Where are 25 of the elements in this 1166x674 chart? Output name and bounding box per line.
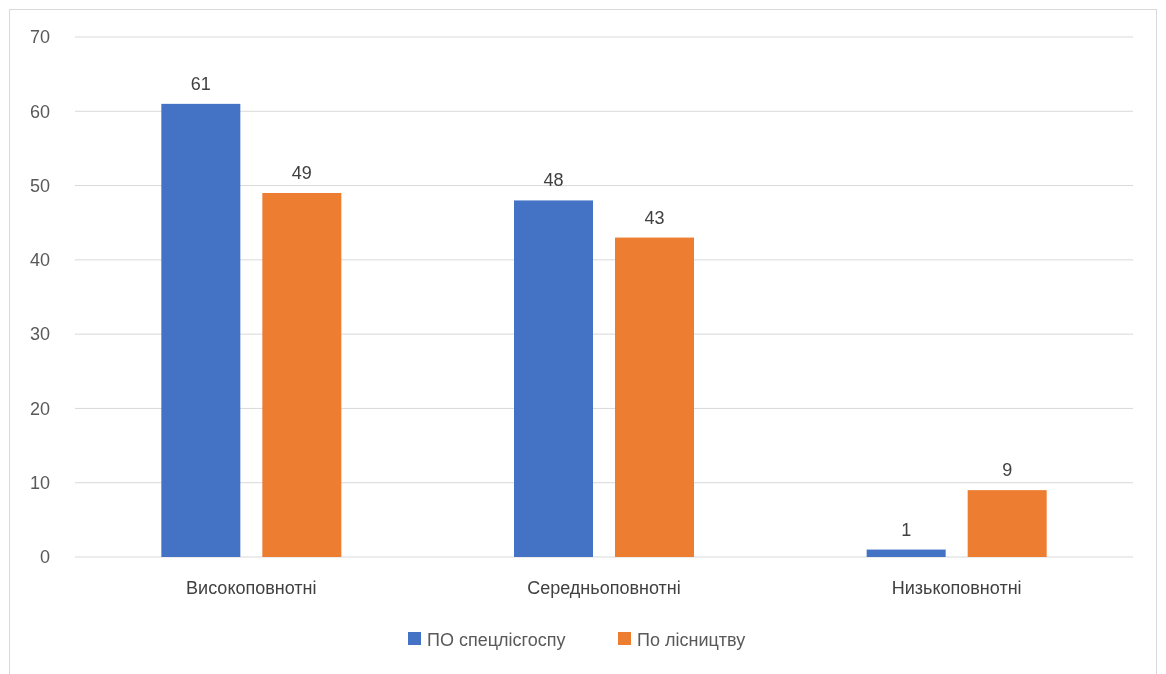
y-tick-label: 0 [39, 547, 50, 568]
bar [262, 193, 342, 557]
bar [161, 103, 241, 557]
y-tick-label: 40 [29, 250, 50, 271]
y-tick-label: 60 [29, 101, 50, 122]
y-tick-label: 30 [29, 324, 50, 345]
x-tick-label: Низькоповнотні [891, 578, 1022, 598]
data-label: 1 [901, 519, 912, 540]
bar [514, 200, 593, 557]
y-tick-label: 50 [29, 175, 50, 196]
y-tick-label: 20 [29, 398, 50, 419]
x-tick-label: Високоповнотні [186, 578, 317, 598]
bar [967, 490, 1047, 557]
data-label: 61 [190, 73, 211, 94]
legend-label: ПО спецлісгоспу [427, 630, 566, 651]
data-label: 49 [291, 163, 312, 183]
data-label: 43 [644, 207, 665, 228]
data-label: 48 [543, 170, 564, 191]
bar [615, 237, 694, 557]
legend-label: По лісництву [637, 630, 746, 651]
x-tick-label: Середньоповнотні [527, 578, 681, 598]
data-label: 9 [1002, 460, 1013, 481]
y-tick-label: 70 [29, 27, 50, 48]
bar [866, 549, 946, 557]
y-tick-label: 10 [29, 473, 50, 494]
